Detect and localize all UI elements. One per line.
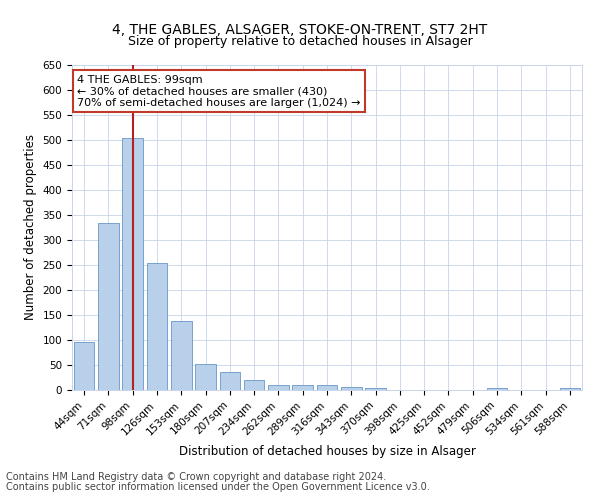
Text: 4 THE GABLES: 99sqm
← 30% of detached houses are smaller (430)
70% of semi-detac: 4 THE GABLES: 99sqm ← 30% of detached ho… [77,74,361,108]
Bar [560,388,580,390]
X-axis label: Distribution of detached houses by size in Alsager: Distribution of detached houses by size … [179,445,475,458]
Bar [292,384,313,390]
Bar [244,380,265,390]
Text: Contains HM Land Registry data © Crown copyright and database right 2024.: Contains HM Land Registry data © Crown c… [6,472,386,482]
Bar [487,388,508,390]
Bar [146,262,167,390]
Bar [195,364,216,390]
Bar [317,384,337,390]
Y-axis label: Number of detached properties: Number of detached properties [24,134,37,320]
Bar [74,342,94,390]
Bar [98,222,119,390]
Bar [171,321,191,390]
Bar [341,386,362,390]
Bar [268,385,289,390]
Text: 4, THE GABLES, ALSAGER, STOKE-ON-TRENT, ST7 2HT: 4, THE GABLES, ALSAGER, STOKE-ON-TRENT, … [112,22,488,36]
Bar [365,388,386,390]
Text: Size of property relative to detached houses in Alsager: Size of property relative to detached ho… [128,35,472,48]
Bar [122,138,143,390]
Bar [220,372,240,390]
Text: Contains public sector information licensed under the Open Government Licence v3: Contains public sector information licen… [6,482,430,492]
